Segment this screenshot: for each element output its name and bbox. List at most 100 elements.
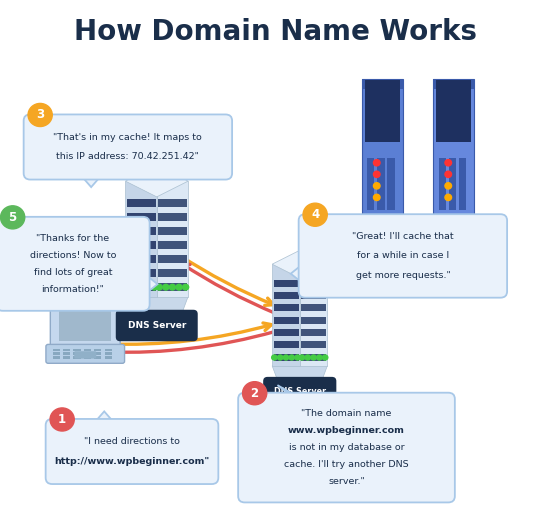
Circle shape: [163, 284, 169, 290]
FancyBboxPatch shape: [459, 158, 466, 210]
Polygon shape: [127, 283, 156, 291]
FancyBboxPatch shape: [104, 356, 112, 359]
FancyBboxPatch shape: [63, 356, 70, 359]
Circle shape: [125, 284, 131, 290]
Circle shape: [373, 171, 380, 177]
FancyBboxPatch shape: [437, 87, 471, 96]
FancyBboxPatch shape: [365, 118, 400, 127]
FancyBboxPatch shape: [51, 299, 120, 350]
Circle shape: [303, 203, 327, 226]
Polygon shape: [301, 317, 326, 324]
Circle shape: [373, 194, 380, 201]
FancyBboxPatch shape: [377, 158, 384, 210]
FancyBboxPatch shape: [53, 349, 59, 351]
Polygon shape: [158, 227, 186, 235]
FancyBboxPatch shape: [84, 349, 91, 351]
Polygon shape: [272, 264, 300, 366]
FancyBboxPatch shape: [367, 158, 375, 210]
FancyBboxPatch shape: [238, 393, 455, 502]
Text: for a while in case I: for a while in case I: [357, 251, 449, 260]
Polygon shape: [291, 262, 305, 285]
Circle shape: [169, 284, 175, 290]
Circle shape: [145, 284, 151, 290]
FancyBboxPatch shape: [104, 349, 112, 351]
Polygon shape: [301, 280, 326, 287]
Text: this IP address: 70.42.251.42": this IP address: 70.42.251.42": [57, 152, 199, 162]
Text: information!": information!": [41, 285, 104, 294]
FancyBboxPatch shape: [53, 352, 59, 355]
Polygon shape: [92, 412, 116, 425]
FancyBboxPatch shape: [365, 95, 400, 103]
FancyBboxPatch shape: [387, 158, 395, 210]
Polygon shape: [273, 280, 299, 287]
Text: "Thanks for the: "Thanks for the: [36, 234, 109, 243]
Text: 2: 2: [251, 387, 258, 400]
FancyBboxPatch shape: [362, 79, 403, 89]
FancyBboxPatch shape: [116, 310, 197, 341]
Circle shape: [1, 206, 25, 229]
Circle shape: [243, 382, 267, 405]
Text: cache. I'll try another DNS: cache. I'll try another DNS: [284, 460, 409, 469]
Polygon shape: [273, 317, 299, 324]
Circle shape: [272, 355, 277, 360]
Polygon shape: [127, 198, 156, 207]
FancyBboxPatch shape: [365, 133, 400, 142]
Polygon shape: [158, 283, 186, 291]
Text: 5: 5: [9, 211, 16, 224]
Text: http://www.wpbeginner.com": http://www.wpbeginner.com": [54, 457, 210, 466]
FancyBboxPatch shape: [437, 95, 471, 103]
FancyBboxPatch shape: [104, 352, 112, 355]
FancyBboxPatch shape: [74, 349, 81, 351]
Polygon shape: [273, 304, 299, 311]
Circle shape: [50, 408, 74, 431]
Polygon shape: [272, 250, 327, 278]
FancyBboxPatch shape: [433, 79, 474, 215]
Polygon shape: [79, 173, 103, 187]
FancyBboxPatch shape: [95, 356, 101, 359]
Polygon shape: [301, 354, 326, 361]
Circle shape: [322, 355, 328, 360]
Polygon shape: [158, 240, 186, 249]
FancyBboxPatch shape: [365, 87, 400, 96]
FancyBboxPatch shape: [63, 349, 70, 351]
Circle shape: [156, 284, 162, 290]
Polygon shape: [157, 181, 188, 297]
Text: 1: 1: [58, 413, 66, 426]
Text: is not in my database or: is not in my database or: [289, 443, 404, 452]
Circle shape: [283, 355, 289, 360]
Polygon shape: [127, 255, 156, 263]
Polygon shape: [273, 329, 299, 336]
FancyBboxPatch shape: [449, 158, 456, 210]
Circle shape: [445, 171, 452, 177]
Circle shape: [373, 160, 380, 166]
Polygon shape: [127, 213, 156, 220]
Circle shape: [445, 183, 452, 189]
FancyBboxPatch shape: [263, 377, 337, 406]
Text: "Great! I'll cache that: "Great! I'll cache that: [352, 232, 454, 241]
Circle shape: [183, 284, 189, 290]
FancyBboxPatch shape: [95, 352, 101, 355]
FancyBboxPatch shape: [365, 103, 400, 111]
Circle shape: [295, 355, 300, 360]
Circle shape: [445, 194, 452, 201]
FancyBboxPatch shape: [74, 356, 81, 359]
FancyBboxPatch shape: [46, 419, 218, 484]
FancyBboxPatch shape: [433, 79, 474, 89]
Circle shape: [289, 355, 294, 360]
Text: server.": server.": [328, 477, 365, 486]
FancyBboxPatch shape: [24, 114, 232, 180]
Circle shape: [299, 355, 305, 360]
Polygon shape: [301, 292, 326, 299]
Text: find lots of great: find lots of great: [34, 268, 112, 277]
Circle shape: [28, 103, 52, 127]
Polygon shape: [158, 213, 186, 220]
Polygon shape: [143, 272, 157, 296]
Text: DNS Server: DNS Server: [274, 387, 326, 396]
FancyBboxPatch shape: [84, 352, 91, 355]
FancyBboxPatch shape: [362, 79, 403, 215]
Polygon shape: [127, 269, 156, 277]
Polygon shape: [301, 329, 326, 336]
FancyBboxPatch shape: [63, 352, 70, 355]
Polygon shape: [300, 264, 327, 366]
Text: get more requests.": get more requests.": [355, 271, 450, 280]
